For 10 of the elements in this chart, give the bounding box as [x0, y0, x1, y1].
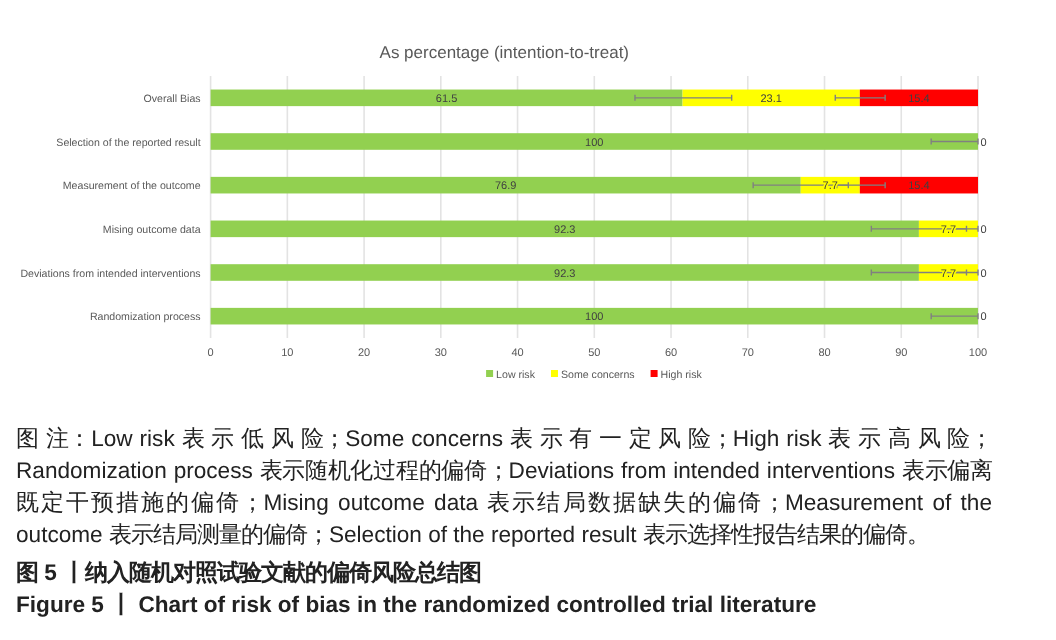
bar — [210, 176, 801, 194]
bar — [210, 307, 978, 325]
caption: 图 5 丨纳入随机对照试验文献的偏倚风险总结图 — [16, 558, 482, 588]
bar — [210, 264, 919, 281]
chart-title: As percentage (intention-to-treat) — [379, 42, 630, 62]
bar — [210, 220, 919, 238]
bar — [210, 89, 683, 107]
text: 图 注：Low risk 表 示 低 风 险；Some concerns 表 示 有 一 定 风 险；High risk 表 示 高 风 险；Randomization process 表示随机化过程的偏倚；Deviations from intended interventions 表示偏离既定干预措施的偏倚；Mising outcome data 表示结局数据缺失的偏倚；Measurement of the outcome 表示结局测量的偏倚；Selection of the reported result 表示选择性报告结果的偏倚。 — [16, 424, 992, 552]
caption: Figure 5 丨 Chart of risk of bias in the randomized controlled trial literature — [16, 590, 817, 620]
bar — [210, 133, 978, 150]
